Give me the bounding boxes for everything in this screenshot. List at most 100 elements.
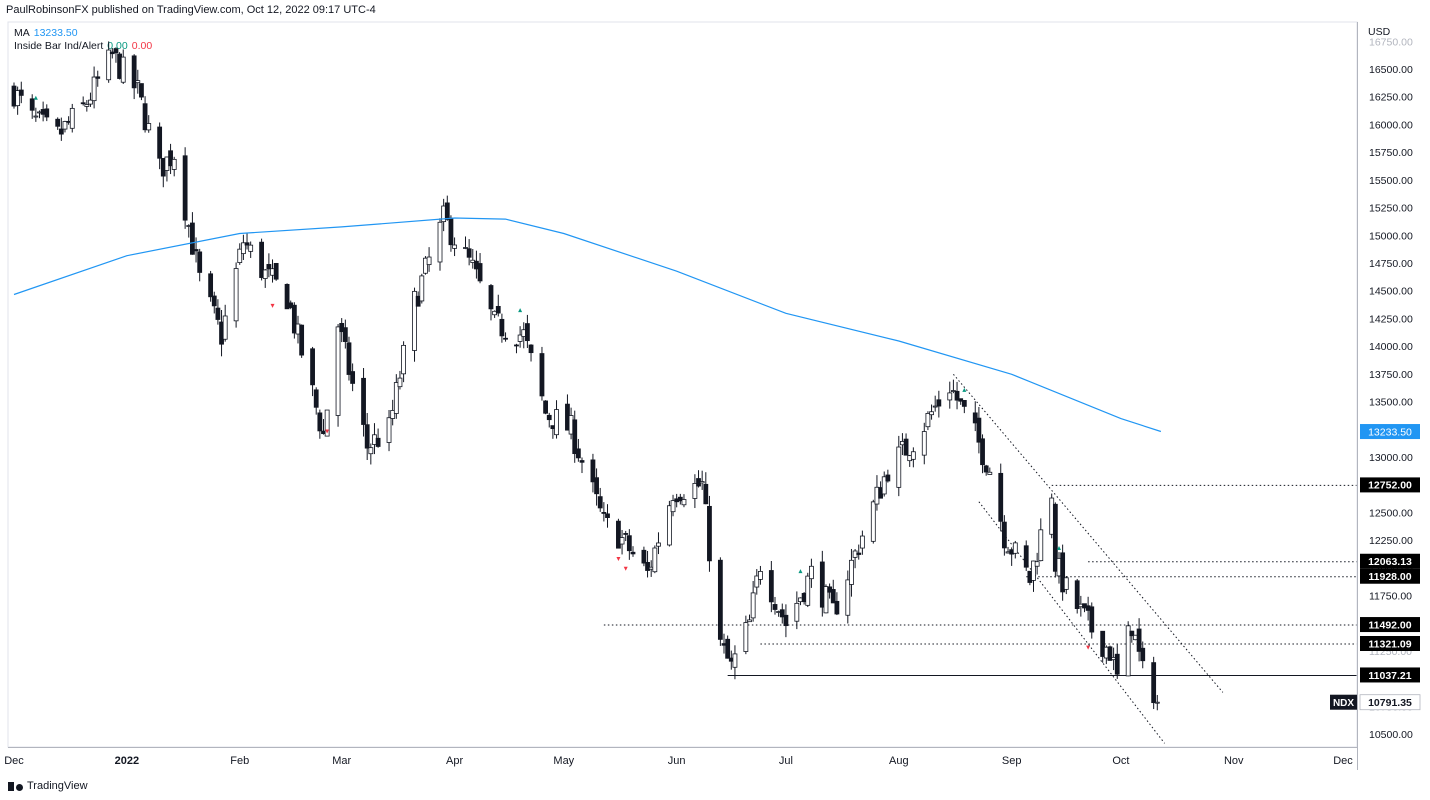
time-tick-label: Apr [446,755,463,767]
candle-body [423,257,428,274]
candle [601,502,607,522]
candle-body [834,600,840,615]
candle [350,363,356,392]
candle-body [1107,646,1113,661]
candle [758,565,763,585]
candle [980,434,985,474]
level-price-label: 11928.00 [1368,571,1411,583]
candle [554,400,559,439]
candle [717,557,723,646]
candle [240,234,246,260]
candle-body [317,412,323,432]
candle-body [375,437,381,447]
candle [768,560,774,613]
candle-body [419,275,425,302]
candle [142,96,148,133]
candle-body [95,76,101,79]
candle [113,47,119,63]
candle [15,86,21,115]
candle [732,645,738,680]
candle-body [1074,580,1080,609]
price-tick-label: 15750.00 [1369,147,1413,159]
candle [1031,560,1036,592]
candle-body [641,549,647,564]
price-tick-label: 11750.00 [1369,590,1412,602]
inside-bar-down-marker [616,557,621,561]
candle [33,107,39,122]
candle [575,438,581,462]
candle-body [222,315,228,340]
candle [346,336,352,381]
candle [514,343,519,354]
price-axis[interactable]: USD10500.0010750.0011000.0011250.0011500… [7,21,1413,770]
candle-body [361,377,366,425]
currency-label: USD [1368,26,1391,38]
candle [259,238,264,281]
time-axis[interactable]: Dec 2022 Feb Mar Apr May Jun Jul Aug Sep Oct Nov Dec [4,755,1353,767]
candle-body [1031,560,1036,581]
candle [1100,630,1106,663]
candle-body [91,76,97,102]
price-tick-label: 16250.00 [1369,92,1413,104]
candle-body [626,535,632,552]
candle-body [805,575,811,606]
candle-body [983,465,989,473]
candle [670,494,676,517]
tradingview-branding: TradingView [8,780,88,792]
candle-body [62,121,68,130]
candle-body [488,285,494,310]
legend-indicator-row[interactable]: Inside Bar Ind/Alert 0.00 0.00 [14,40,152,53]
candle-body [856,552,862,555]
candle [903,433,909,456]
ma-price-label: 13233.50 [1368,426,1412,438]
candle [772,596,778,615]
price-tick-label: 13500.00 [1369,397,1413,409]
candle [58,117,64,141]
candle [139,83,144,101]
candle [273,262,279,281]
time-tick-label: Dec [1333,755,1353,767]
candle [677,493,683,505]
candle-body [590,459,596,483]
symbol-tag: NDX [1333,698,1354,709]
level-price-label-box [1360,667,1420,683]
last-price-label-box [1359,694,1421,711]
candle [910,447,916,468]
candle-body [15,90,21,107]
candle [157,122,163,170]
candle-body [350,371,356,384]
price-tick-label: 12250.00 [1369,535,1413,547]
candle-body [211,295,217,307]
candle-body [601,512,607,514]
candle [317,409,323,439]
candle-body [517,334,523,342]
candle-body [623,533,629,535]
candle-body [208,273,214,298]
candle [135,69,141,94]
time-tick-label: Feb [230,755,249,767]
candle [313,387,319,415]
candle [386,409,392,452]
candle [929,404,934,420]
candle-body [528,344,534,354]
candle [495,294,501,317]
candle [932,395,938,412]
legend-ma-row[interactable]: MA 13233.50 [14,27,152,40]
candle-body [579,460,585,463]
candle-body [670,500,676,513]
candle [1154,694,1160,711]
candle [120,49,126,84]
candle-body [881,476,887,495]
candle-body [233,268,239,322]
candle-body [1114,653,1120,675]
candle-body [1151,662,1157,704]
candle-body [1154,701,1160,704]
candle-body [106,49,112,81]
candle [215,299,221,325]
candle [44,104,50,122]
inside-bar-down-marker [1086,645,1091,650]
candle [291,302,297,339]
candle [794,591,800,630]
candle [284,283,290,310]
